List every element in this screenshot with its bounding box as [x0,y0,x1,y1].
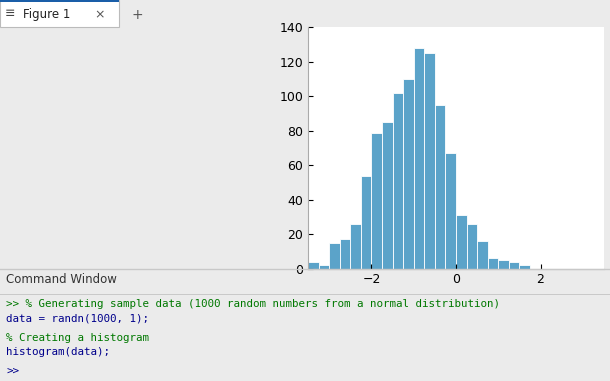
Bar [487,258,498,269]
Bar [445,153,456,269]
Bar [435,105,445,269]
Bar [498,260,509,269]
Text: ≡: ≡ [5,7,15,20]
Text: histogram(data);: histogram(data); [6,347,110,357]
Bar [456,215,467,269]
Bar [340,239,350,269]
Bar [425,53,435,269]
Bar [477,241,487,269]
Bar [382,122,393,269]
Bar [519,265,530,269]
Text: Command Window: Command Window [6,273,117,286]
Bar [393,93,403,269]
Text: >>: >> [6,367,19,376]
Text: % Creating a histogram: % Creating a histogram [6,333,149,343]
Bar [414,48,425,269]
Text: >> % Generating sample data (1000 random numbers from a normal distribution): >> % Generating sample data (1000 random… [6,299,500,309]
Bar [308,262,318,269]
Text: +: + [131,8,143,22]
Text: data = randn(1000, 1);: data = randn(1000, 1); [6,314,149,323]
Bar [329,243,340,269]
Bar [350,224,361,269]
Bar [509,262,519,269]
Bar [361,176,371,269]
Bar [318,265,329,269]
Bar [371,133,382,269]
Text: Figure 1: Figure 1 [23,8,71,21]
FancyBboxPatch shape [0,0,119,27]
FancyBboxPatch shape [0,0,119,2]
Bar [403,79,414,269]
Text: ×: × [95,8,105,21]
Bar [467,224,477,269]
